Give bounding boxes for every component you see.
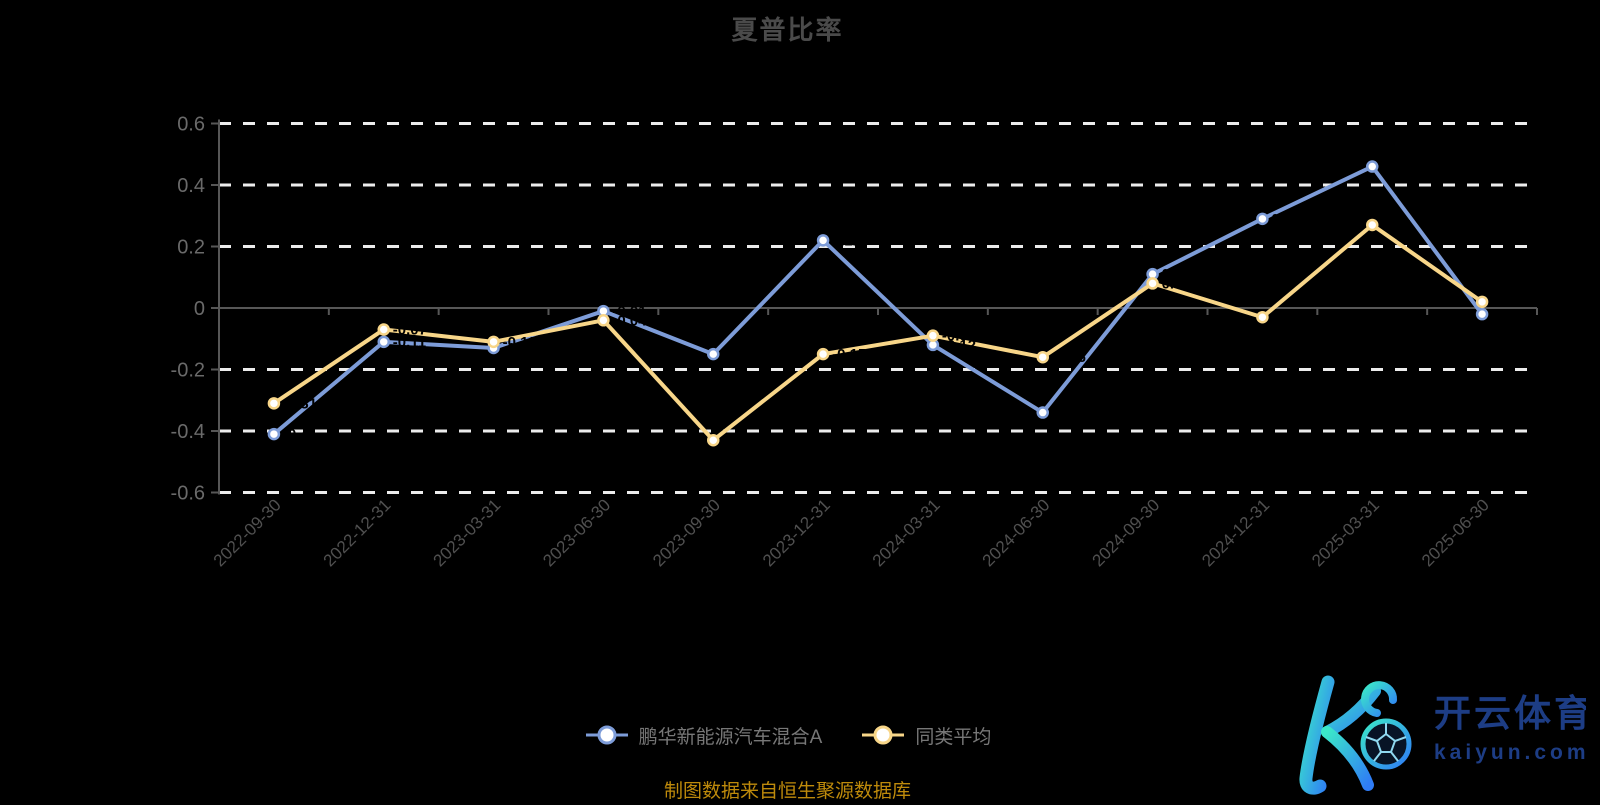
legend-marker	[597, 725, 617, 745]
data-point-label: 0.22	[832, 232, 861, 249]
y-axis-label: 0.4	[177, 175, 205, 197]
x-axis-label: 2024-03-31	[869, 495, 944, 570]
data-point-marker[interactable]	[926, 329, 940, 342]
y-axis-label: -0.4	[171, 421, 205, 443]
data-point-label: -0.15	[722, 346, 756, 363]
y-axis-label: 0	[194, 298, 205, 320]
data-point-label: 0.46	[1381, 159, 1410, 176]
data-point-label: -0.31	[283, 395, 317, 412]
x-axis-label: 2023-06-30	[539, 495, 614, 570]
line-series-icon	[862, 725, 905, 745]
y-axis-label: -0.2	[171, 360, 205, 382]
x-axis-label: 2025-03-31	[1308, 495, 1383, 570]
data-point-marker[interactable]	[1256, 212, 1269, 226]
data-point-marker[interactable]	[816, 347, 830, 361]
line-series-icon	[585, 725, 628, 745]
data-point-label: -0.15	[832, 346, 866, 363]
y-axis-label: 0.2	[177, 237, 205, 259]
kaiyun-k-icon	[1299, 675, 1397, 795]
data-point-label: -0.13	[503, 340, 537, 357]
data-point-marker[interactable]	[1475, 295, 1489, 309]
data-point-marker[interactable]	[1036, 406, 1049, 419]
data-point-label: 0.08	[1162, 275, 1191, 292]
data-point-marker[interactable]	[1475, 307, 1489, 321]
data-point-label: -0.01	[612, 303, 646, 320]
data-point-label: 0.02	[1491, 294, 1520, 311]
data-point-label: 0.29	[1271, 211, 1300, 228]
data-point-marker[interactable]	[1366, 160, 1379, 173]
x-axis-label: 2025-06-30	[1418, 495, 1493, 570]
data-point-marker[interactable]	[816, 234, 830, 247]
data-point-marker[interactable]	[267, 397, 281, 410]
legend-marker	[873, 725, 893, 745]
data-point-label: 0.11	[1162, 266, 1190, 283]
series-line	[271, 222, 1485, 443]
data-point-marker[interactable]	[1146, 277, 1159, 290]
kaiyun-logo: 开云体育 kaiyun.com	[1299, 675, 1591, 795]
legend-item-category-average[interactable]: 同类平均	[860, 722, 991, 749]
brand-name: 开云体育	[1434, 693, 1586, 734]
legend-item-fund[interactable]: 鹏华新能源汽车混合A	[584, 722, 823, 749]
data-point-label: -0.34	[1052, 405, 1087, 422]
x-axis-label: 2022-12-31	[320, 495, 395, 570]
data-point-marker[interactable]	[1366, 218, 1379, 232]
data-point-label: -0.09	[942, 328, 976, 345]
x-axis-label: 2024-06-30	[979, 495, 1054, 570]
data-point-marker[interactable]	[707, 433, 720, 447]
data-point-label: -0.11	[393, 334, 426, 351]
x-axis-label: 2024-09-30	[1088, 495, 1163, 570]
data-point-label: -0.16	[1052, 349, 1086, 366]
data-point-label: -0.02	[1491, 306, 1525, 323]
data-point-marker[interactable]	[1256, 310, 1269, 324]
x-axis-label: 2023-03-31	[429, 495, 504, 570]
series-line	[271, 164, 1485, 437]
legend-label-category-average: 同类平均	[915, 726, 992, 748]
data-point-label: -0.41	[283, 426, 317, 443]
data-point-marker[interactable]	[377, 335, 390, 349]
data-point-label: -0.07	[393, 322, 427, 339]
x-axis-label: 2022-09-30	[210, 495, 285, 570]
data-point-marker[interactable]	[1036, 350, 1049, 364]
data-point-marker[interactable]	[267, 427, 281, 441]
data-point-label: -0.43	[722, 432, 756, 449]
data-point-label: -0.03	[1271, 309, 1305, 326]
soccer-ball-icon	[1360, 718, 1412, 770]
x-axis-label: 2024-12-31	[1198, 495, 1273, 570]
chart-title: 夏普比率	[731, 15, 844, 45]
data-source-note: 制图数据来自恒生聚源数据库	[663, 781, 911, 802]
data-point-label: -0.04	[612, 312, 647, 329]
data-point-label: -0.12	[942, 337, 976, 354]
data-point-label: 0.27	[1381, 217, 1410, 234]
data-point-marker[interactable]	[377, 323, 390, 336]
legend-label-fund: 鹏华新能源汽车混合A	[638, 726, 823, 748]
x-axis-label: 2023-12-31	[759, 495, 834, 570]
data-point-label: -0.11	[503, 334, 536, 351]
kaiyun-watermark[interactable]: 开云体育 kaiyun.com	[1276, 660, 1591, 800]
data-point-marker[interactable]	[597, 314, 610, 327]
y-axis-label: 0.6	[177, 114, 205, 136]
x-axis-label: 2023-09-30	[649, 495, 724, 570]
brand-domain: kaiyun.com	[1434, 741, 1586, 764]
y-axis-label: -0.6	[171, 483, 205, 505]
chart-legend: 鹏华新能源汽车混合A 同类平均	[0, 713, 1575, 757]
data-point-marker[interactable]	[487, 335, 500, 349]
data-point-marker[interactable]	[707, 347, 720, 361]
